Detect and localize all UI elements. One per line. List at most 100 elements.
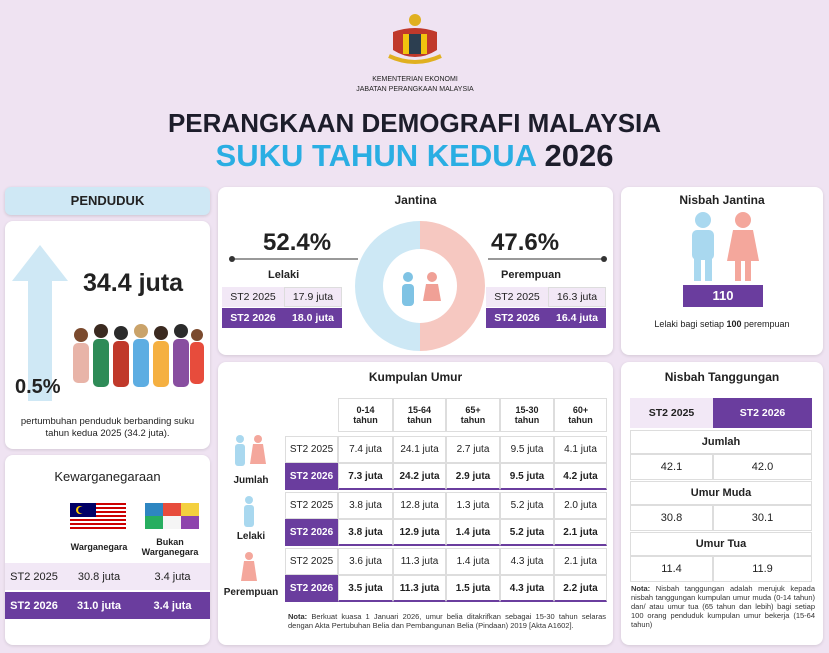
title: PERANGKAAN DEMOGRAFI MALAYSIA — [167, 108, 662, 138]
dependency-title: Nisbah Tanggungan — [664, 370, 780, 384]
citizenship-value: 31.0 juta — [63, 592, 135, 619]
age-value: 1.4 juta — [446, 519, 500, 546]
gender-card: Jantina 52.4% Lelaki 47.6% Perempuan ST2… — [218, 187, 613, 355]
group-label: Jumlah — [218, 472, 284, 488]
population-total: 34.4 juta — [83, 269, 184, 297]
note-label: Nota: — [631, 584, 651, 593]
emblem — [388, 14, 442, 64]
age-value: 12.9 juta — [393, 519, 446, 546]
column-header: 0-14 tahun — [338, 398, 393, 432]
age-value: 7.4 juta — [338, 436, 393, 463]
caption-number: 100 — [726, 319, 742, 329]
gender-title: Jantina — [394, 193, 437, 207]
period-label: ST2 2025 — [285, 492, 338, 519]
sex-ratio-figures — [692, 212, 759, 281]
period-label: ST2 2026 — [285, 575, 338, 602]
age-value: 2.1 juta — [554, 548, 607, 575]
age-value: 4.3 juta — [500, 575, 554, 602]
gender-value: 17.9 juta — [284, 287, 342, 307]
gender-donut — [355, 221, 485, 351]
citizenship-value: 3.4 juta — [135, 563, 210, 590]
note-label: Nota: — [288, 612, 308, 621]
age-value: 2.1 juta — [554, 519, 607, 546]
crowd — [73, 324, 204, 387]
age-value: 11.3 juta — [393, 575, 446, 602]
age-note: Nota: Berkuat kuasa 1 Januari 2026, umur… — [288, 612, 606, 630]
caption-text: perempuan — [744, 319, 790, 329]
age-card: Kumpulan Umur Nota: Berkuat kuasa 1 Janu… — [218, 362, 613, 645]
age-value: 2.0 juta — [554, 492, 607, 519]
age-value: 24.1 juta — [393, 436, 446, 463]
population-card: 34.4 juta 0.5% pertumbuhan penduduk berb… — [5, 221, 210, 449]
age-value: 3.6 juta — [338, 548, 393, 575]
female-share: 47.6% — [491, 229, 560, 256]
subtitle-line: SUKU TAHUN KEDUA 2026 — [100, 138, 729, 174]
group-label: Umur Muda — [630, 481, 812, 505]
year: 2026 — [544, 138, 614, 173]
dependency-value: 30.8 — [630, 505, 713, 531]
sex-ratio-value: 110 — [683, 285, 763, 307]
dependency-note: Nota: Nisbah tanggungan adalah merujuk k… — [631, 584, 815, 629]
age-value: 11.3 juta — [393, 548, 446, 575]
column-header: ST2 2025 — [630, 398, 713, 428]
citizenship-card: Kewarganegaraan Warganegara Bukan Wargane… — [5, 455, 210, 645]
period-label: ST2 2026 — [5, 592, 63, 619]
subtitle: SUKU TAHUN KEDUA — [215, 138, 536, 173]
foreign-flags — [145, 503, 199, 529]
dependency-value: 11.9 — [713, 556, 812, 582]
period-label: ST2 2025 — [285, 436, 338, 463]
age-value: 1.5 juta — [446, 575, 500, 602]
note-text: Berkuat kuasa 1 Januari 2026, umur belia… — [288, 612, 606, 630]
period-label: ST2 2026 — [222, 308, 284, 328]
period-label: ST2 2025 — [486, 287, 548, 307]
dependency-value: 11.4 — [630, 556, 713, 582]
column-header: ST2 2026 — [713, 398, 812, 428]
group-label: Jumlah — [630, 430, 812, 454]
age-value: 1.3 juta — [446, 492, 500, 519]
age-value: 2.2 juta — [554, 575, 607, 602]
sex-ratio-caption: Lelaki bagi setiap 100 perempuan — [621, 319, 823, 329]
period-label: ST2 2025 — [5, 563, 63, 590]
group-label: Lelaki — [218, 528, 284, 544]
age-value: 2.9 juta — [446, 463, 500, 490]
dependency-value: 42.0 — [713, 454, 812, 480]
period-label: ST2 2025 — [285, 548, 338, 575]
citizenship-value: 3.4 juta — [135, 592, 210, 619]
column-header: 60+ tahun — [554, 398, 607, 432]
malaysia-flag — [70, 503, 126, 529]
age-value: 9.5 juta — [500, 463, 554, 490]
female-label: Perempuan — [501, 269, 561, 281]
age-icons — [235, 435, 266, 581]
group-label: Perempuan — [218, 584, 284, 600]
period-label: ST2 2026 — [285, 463, 338, 490]
gender-value: 16.3 juta — [548, 287, 606, 307]
age-value: 24.2 juta — [393, 463, 446, 490]
age-value: 3.5 juta — [338, 575, 393, 602]
ministry: KEMENTERIAN EKONOMI — [372, 76, 458, 83]
age-value: 7.3 juta — [338, 463, 393, 490]
group-label: Umur Tua — [630, 532, 812, 556]
dependency-value: 42.1 — [630, 454, 713, 480]
growth-arrow — [12, 245, 68, 401]
growth-note: pertumbuhan penduduk berbanding suku tah… — [20, 416, 195, 439]
gender-value: 16.4 juta — [548, 308, 606, 328]
age-value: 2.7 juta — [446, 436, 500, 463]
caption-text: Lelaki bagi setiap — [654, 319, 724, 329]
sex-ratio-title: Nisbah Jantina — [679, 193, 765, 207]
age-value: 4.1 juta — [554, 436, 607, 463]
column-label: Warganegara — [63, 533, 135, 561]
age-value: 12.8 juta — [393, 492, 446, 519]
citizenship-title: Kewarganegaraan — [54, 469, 161, 484]
sex-ratio-card: Nisbah Jantina 110 Lelaki bagi setiap 10… — [621, 187, 823, 355]
period-label: ST2 2025 — [222, 287, 284, 307]
age-value: 1.4 juta — [446, 548, 500, 575]
age-value: 5.2 juta — [500, 519, 554, 546]
dependency-card: Nisbah Tanggungan Nota: Nisbah tanggunga… — [621, 362, 823, 645]
period-label: ST2 2026 — [486, 308, 548, 328]
age-value: 5.2 juta — [500, 492, 554, 519]
gender-value: 18.0 juta — [284, 308, 342, 328]
column-header: 15-64 tahun — [393, 398, 446, 432]
age-value: 9.5 juta — [500, 436, 554, 463]
department: JABATAN PERANGKAAN MALAYSIA — [356, 86, 474, 93]
